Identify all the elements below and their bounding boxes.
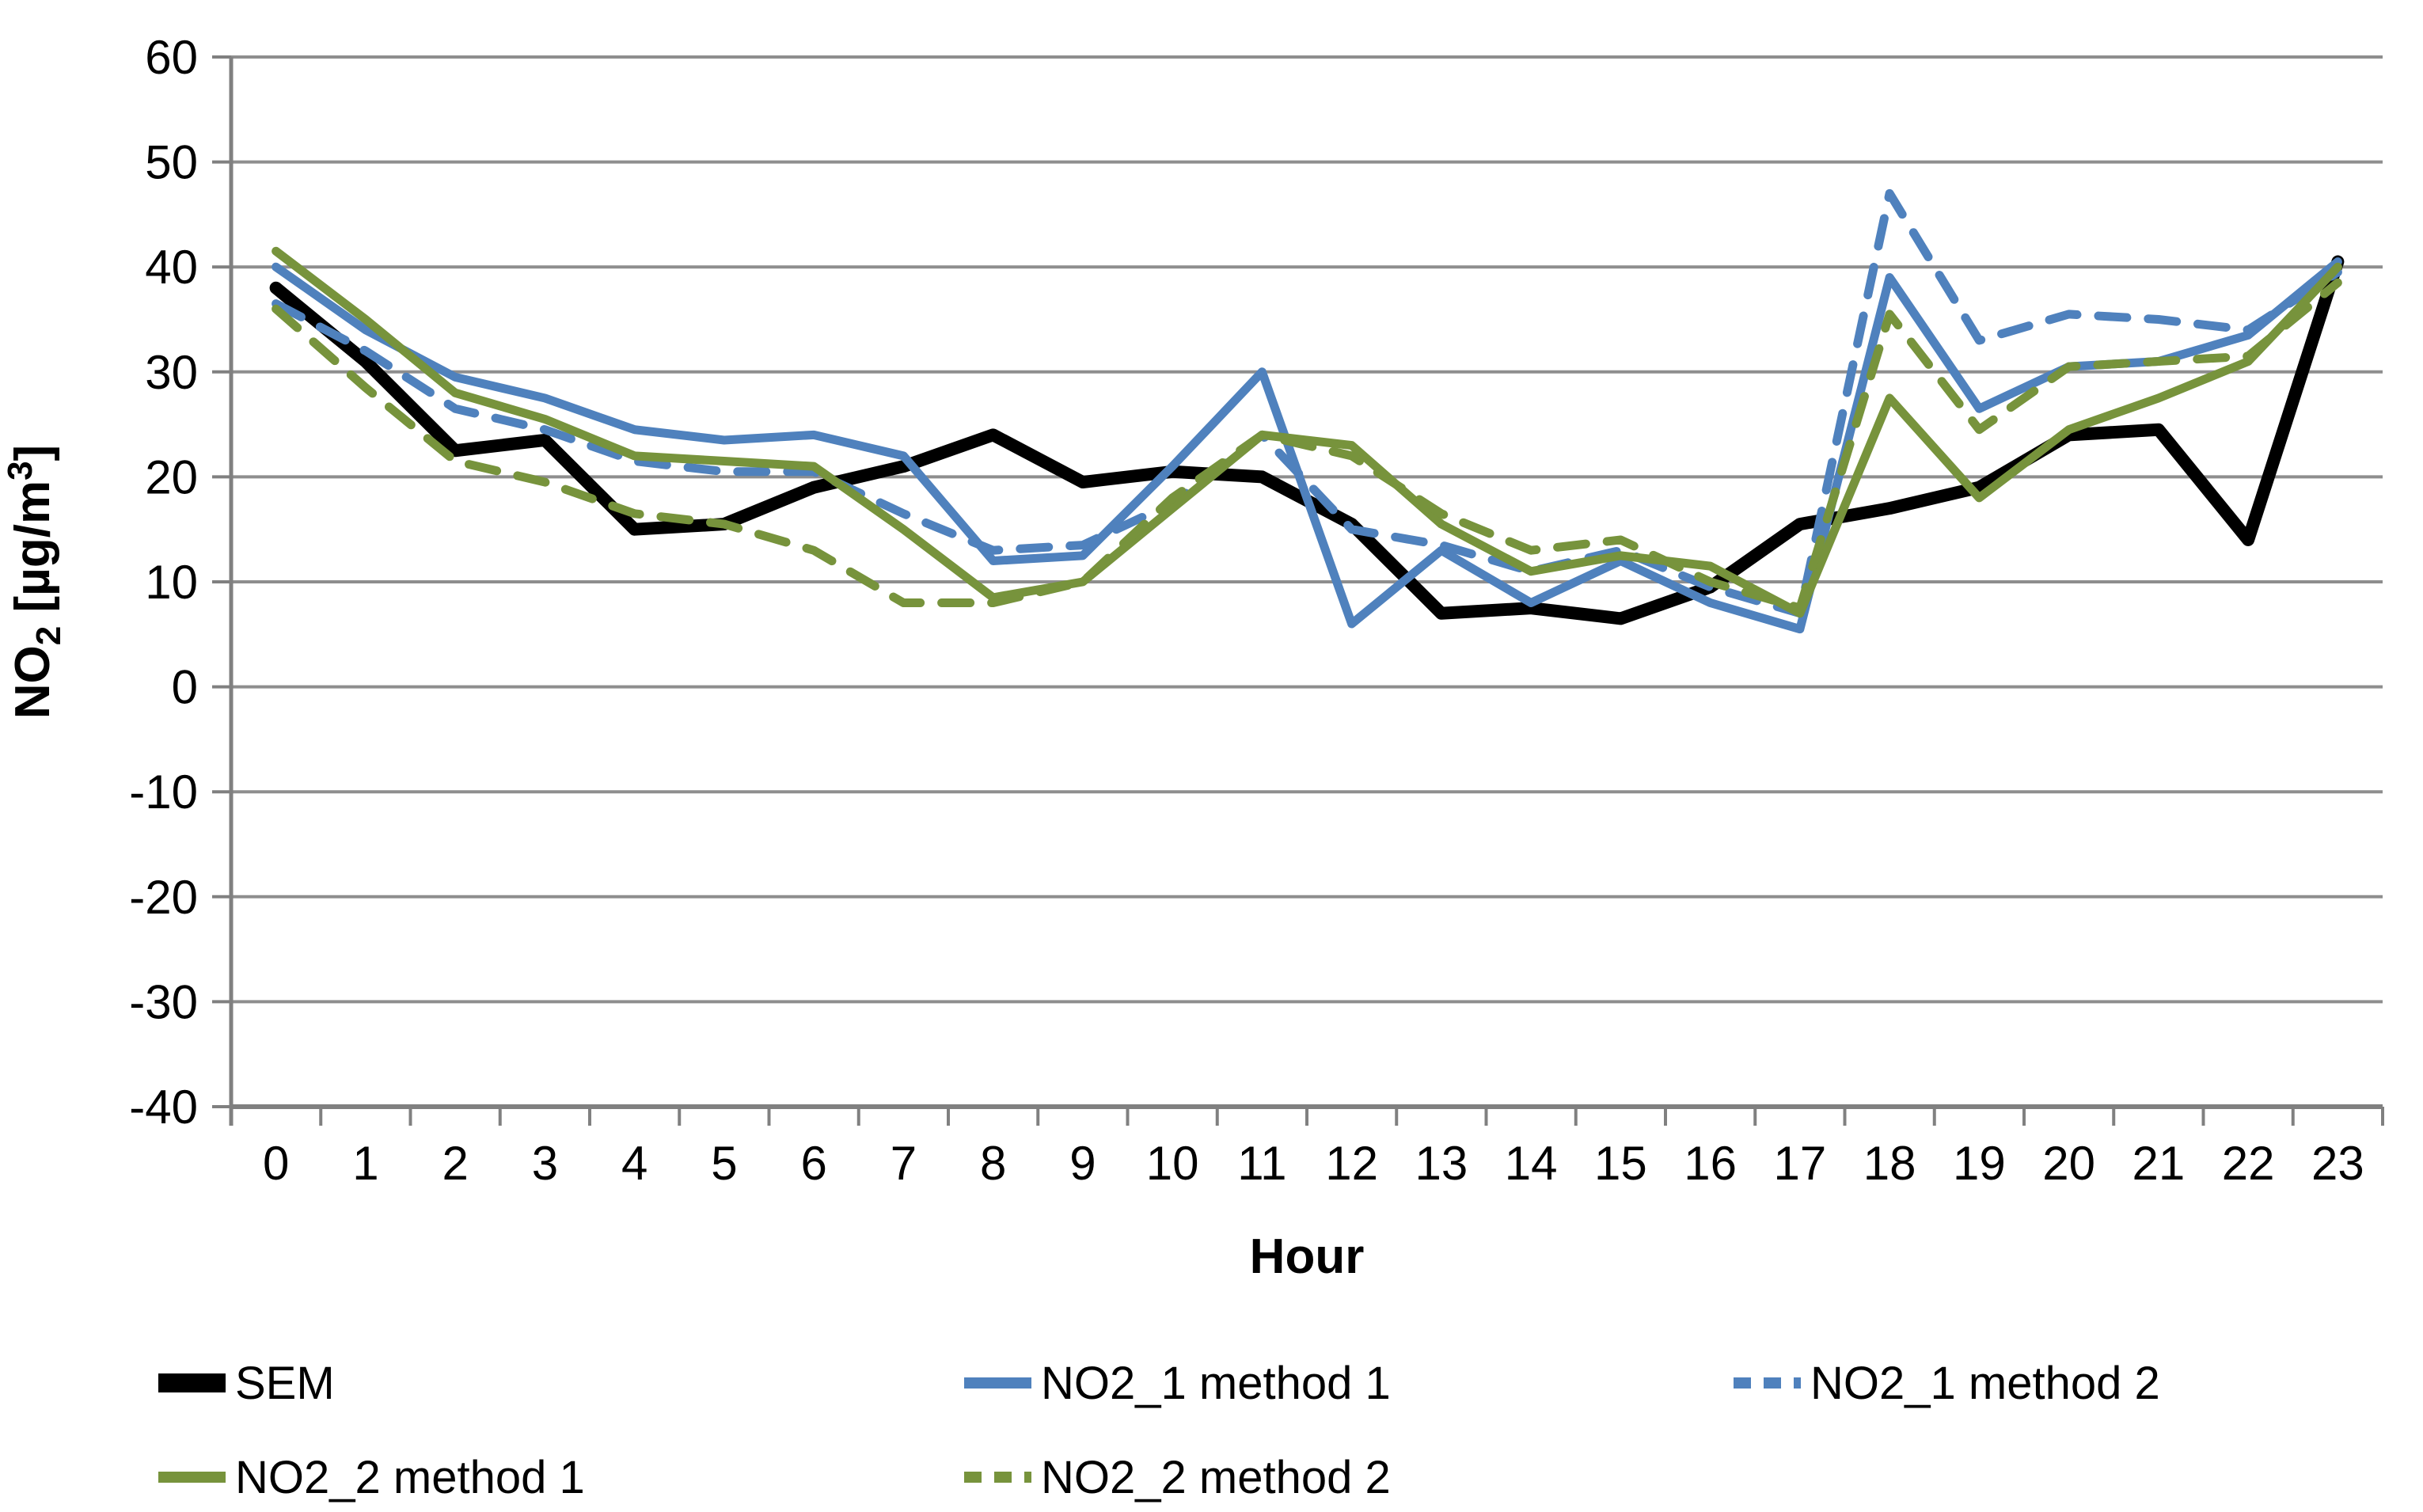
x-tick-label: 4 — [621, 1137, 648, 1190]
legend-label: NO2_1 method 1 — [1041, 1358, 1391, 1409]
legend-item: NO2_2 method 1 — [158, 1452, 585, 1503]
y-tick-label: 40 — [145, 241, 198, 294]
y-tick-label: 30 — [145, 346, 198, 399]
legend-item: SEM — [158, 1358, 335, 1409]
x-tick-label: 3 — [532, 1137, 558, 1190]
y-tick-label: 10 — [145, 556, 198, 609]
y-tick-label: 60 — [145, 31, 198, 84]
x-tick-label: 17 — [1774, 1137, 1827, 1190]
series-line-NO2_2 method 1 — [272, 246, 2342, 618]
x-tick-label: 1 — [352, 1137, 378, 1190]
legend-label: NO2_2 method 2 — [1041, 1452, 1391, 1503]
x-tick-label: 14 — [1505, 1137, 1558, 1190]
x-tick-label: 20 — [2042, 1137, 2095, 1190]
x-tick-label: 13 — [1415, 1137, 1468, 1190]
x-tick-label: 19 — [1953, 1137, 2006, 1190]
series-line-NO2_2 method 2 — [272, 278, 2342, 613]
x-tick-label: 18 — [1863, 1137, 1916, 1190]
y-tick-label: 0 — [172, 661, 198, 714]
x-tick-label: 23 — [2311, 1137, 2364, 1190]
x-tick-label: 16 — [1684, 1137, 1737, 1190]
x-tick-label: 0 — [263, 1137, 289, 1190]
x-tick-label: 10 — [1146, 1137, 1199, 1190]
x-tick-label: 2 — [442, 1137, 468, 1190]
y-tick-label: -20 — [129, 871, 198, 924]
y-tick-label: 20 — [145, 450, 198, 503]
x-tick-label: 8 — [980, 1137, 1006, 1190]
x-tick-label: 7 — [891, 1137, 917, 1190]
y-tick-label: 50 — [145, 136, 198, 189]
series-line-NO2_1 method 2 — [272, 188, 2342, 618]
x-tick-label: 21 — [2132, 1137, 2186, 1190]
legend-label: SEM — [235, 1358, 335, 1409]
x-tick-label: 5 — [711, 1137, 737, 1190]
y-axis-title: NO2 [µg/m3] — [1, 445, 68, 719]
y-tick-label: -10 — [129, 765, 198, 819]
legend-item: NO2_2 method 2 — [964, 1452, 1391, 1503]
x-tick-label: 11 — [1237, 1137, 1286, 1190]
legend-item: NO2_1 method 1 — [964, 1358, 1391, 1409]
legend-label: NO2_2 method 1 — [235, 1452, 585, 1503]
legend-label: NO2_1 method 2 — [1810, 1358, 2160, 1409]
x-axis-title: Hour — [1250, 1229, 1365, 1284]
legend-item: NO2_1 method 2 — [1734, 1358, 2160, 1409]
x-tick-label: 12 — [1325, 1137, 1378, 1190]
y-tick-label: -30 — [129, 975, 198, 1028]
x-tick-label: 22 — [2222, 1137, 2275, 1190]
series-line-NO2_1 method 1 — [272, 257, 2342, 634]
y-tick-label: -40 — [129, 1081, 198, 1134]
x-tick-label: 9 — [1069, 1137, 1096, 1190]
x-tick-label: 6 — [800, 1137, 826, 1190]
x-tick-label: 15 — [1594, 1137, 1647, 1190]
